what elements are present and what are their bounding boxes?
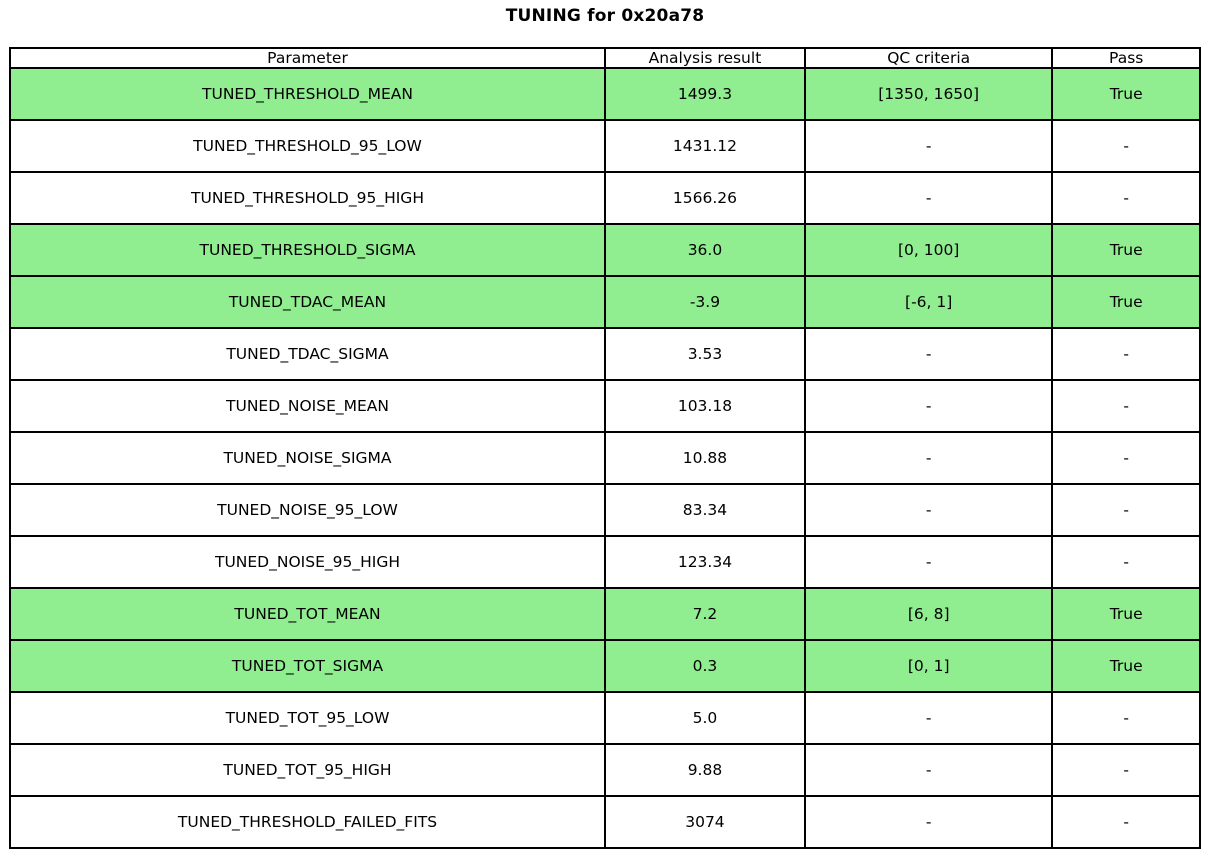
result-cell: 3.53 [604,327,806,381]
qc-cell: - [803,483,1054,537]
result-cell: 1431.12 [604,119,806,173]
table-row: TUNED_THRESHOLD_FAILED_FITS 3074- - [9,795,1201,849]
table-row: TUNED_TOT_95_LOW 5.0- - [9,691,1201,745]
table-row: TUNED_TOT_SIGMA 0.3 [0, 1] True [9,639,1201,693]
result-cell: 1566.26 [604,171,806,225]
parameter-cell: TUNED_THRESHOLD_95_LOW [9,119,606,173]
qc-cell: - [803,535,1054,589]
qc-cell: - [803,171,1054,225]
pass-cell: - [1051,691,1201,745]
table-row: TUNED_NOISE_95_LOW 83.34- - [9,483,1201,537]
table-row: TUNED_THRESHOLD_MEAN 1499.3 [1350, 1650] Tr… [9,67,1201,121]
result-cell: -3.9 [604,275,806,329]
pass-cell: - [1051,431,1201,485]
qc-cell: - [803,795,1054,849]
pass-cell: - [1051,379,1201,433]
pass-cell: - [1051,795,1201,849]
qc-cell: [1350, 1650] [803,67,1054,121]
pass-cell: True [1051,587,1201,641]
table-row: TUNED_TOT_95_HIGH 9.88- - [9,743,1201,797]
result-cell: 10.88 [604,431,806,485]
pass-cell: True [1051,639,1201,693]
table-row: TUNED_NOISE_95_HIGH 123.34- - [9,535,1201,589]
result-cell: 123.34 [604,535,806,589]
pass-cell: - [1051,171,1201,225]
parameter-cell: TUNED_THRESHOLD_SIGMA [9,223,606,277]
qc-cell: - [803,119,1054,173]
qc-table: Parameter Analysis result QC criteria Pa… [9,47,1201,849]
parameter-cell: TUNED_TOT_SIGMA [9,639,606,693]
pass-cell: True [1051,67,1201,121]
table-header: Parameter Analysis result QC criteria Pa… [9,47,1201,69]
pass-cell: - [1051,119,1201,173]
qc-cell: [0, 1] [803,639,1054,693]
parameter-cell: TUNED_TOT_MEAN [9,587,606,641]
table-row: TUNED_THRESHOLD_95_LOW 1431.12- - [9,119,1201,173]
column-header-pass: Pass [1051,47,1201,69]
parameter-cell: TUNED_NOISE_MEAN [9,379,606,433]
table-row: TUNED_TDAC_SIGMA 3.53- - [9,327,1201,381]
table-row: TUNED_THRESHOLD_95_HIGH 1566.26- - [9,171,1201,225]
table-row: TUNED_NOISE_MEAN 103.18- - [9,379,1201,433]
pass-cell: - [1051,483,1201,537]
parameter-cell: TUNED_TDAC_SIGMA [9,327,606,381]
parameter-cell: TUNED_NOISE_95_HIGH [9,535,606,589]
table-body: TUNED_THRESHOLD_MEAN 1499.3 [1350, 1650] Tr… [9,67,1201,849]
parameter-cell: TUNED_THRESHOLD_95_HIGH [9,171,606,225]
result-cell: 3074 [604,795,806,849]
qc-cell: - [803,691,1054,745]
result-cell: 9.88 [604,743,806,797]
table-row: TUNED_NOISE_SIGMA 10.88- - [9,431,1201,485]
header-row: Parameter Analysis result QC criteria Pa… [9,47,1201,69]
parameter-cell: TUNED_THRESHOLD_MEAN [9,67,606,121]
result-cell: 83.34 [604,483,806,537]
qc-cell: - [803,379,1054,433]
qc-cell: - [803,431,1054,485]
qc-cell: [-6, 1] [803,275,1054,329]
parameter-cell: TUNED_THRESHOLD_FAILED_FITS [9,795,606,849]
parameter-cell: TUNED_TOT_95_LOW [9,691,606,745]
result-cell: 1499.3 [604,67,806,121]
table-row: TUNED_TOT_MEAN 7.2 [6, 8] True [9,587,1201,641]
pass-cell: - [1051,743,1201,797]
qc-cell: - [803,743,1054,797]
table-row: TUNED_TDAC_MEAN -3.9 [-6, 1] True [9,275,1201,329]
parameter-cell: TUNED_TDAC_MEAN [9,275,606,329]
page-title: TUNING for 0x20a78 [505,6,705,26]
parameter-cell: TUNED_NOISE_SIGMA [9,431,606,485]
parameter-cell: TUNED_NOISE_95_LOW [9,483,606,537]
table-row: TUNED_THRESHOLD_SIGMA 36.0 [0, 100] True [9,223,1201,277]
qc-cell: [6, 8] [803,587,1054,641]
pass-cell: - [1051,327,1201,381]
pass-cell: True [1051,275,1201,329]
result-cell: 0.3 [604,639,806,693]
qc-cell: [0, 100] [803,223,1054,277]
pass-cell: - [1051,535,1201,589]
result-cell: 36.0 [604,223,806,277]
column-header-analysis-result: Analysis result [604,47,806,69]
column-header-parameter: Parameter [9,47,606,69]
pass-cell: True [1051,223,1201,277]
result-cell: 5.0 [604,691,806,745]
result-cell: 103.18 [604,379,806,433]
parameter-cell: TUNED_TOT_95_HIGH [9,743,606,797]
column-header-qc-criteria: QC criteria [803,47,1054,69]
qc-cell: - [803,327,1054,381]
result-cell: 7.2 [604,587,806,641]
